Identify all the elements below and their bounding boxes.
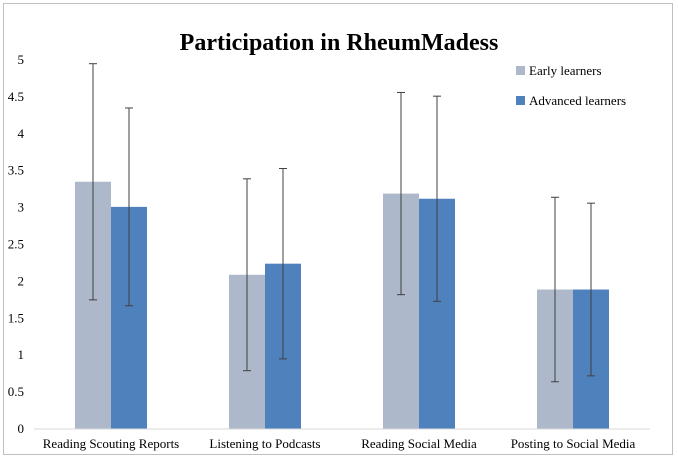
y-tick-label: 0 — [18, 421, 25, 436]
x-axis-labels: Reading Scouting Reports Listening to Pod… — [43, 436, 636, 451]
y-tick-label: 2 — [18, 273, 25, 288]
error-bars — [89, 63, 595, 383]
y-tick-label: 2.5 — [8, 237, 24, 252]
y-tick-label: 4 — [18, 126, 25, 141]
legend-label: Advanced learners — [529, 93, 626, 108]
x-category-label: Reading Scouting Reports — [43, 436, 180, 451]
x-category-label: Listening to Podcasts — [209, 436, 320, 451]
chart-title: Participation in RheumMadess — [180, 30, 499, 56]
y-tick-label: 0.5 — [8, 384, 24, 399]
legend-swatch — [516, 66, 525, 75]
x-category-label: Reading Social Media — [361, 436, 477, 451]
y-tick-label: 1.5 — [8, 310, 24, 325]
legend-swatch — [516, 96, 525, 105]
y-tick-label: 1 — [18, 347, 25, 362]
y-tick-label: 4.5 — [8, 89, 24, 104]
legend-label: Early learners — [529, 63, 602, 78]
legend: Early learners Advanced learners — [516, 63, 626, 108]
y-tick-label: 3 — [18, 200, 25, 215]
y-tick-label: 3.5 — [8, 163, 24, 178]
y-tick-label: 5 — [18, 52, 25, 67]
x-category-label: Posting to Social Media — [511, 436, 636, 451]
y-axis: 0 0.5 1 1.5 2 2.5 3 3.5 4 4.5 5 — [8, 52, 25, 436]
bars — [75, 181, 609, 429]
